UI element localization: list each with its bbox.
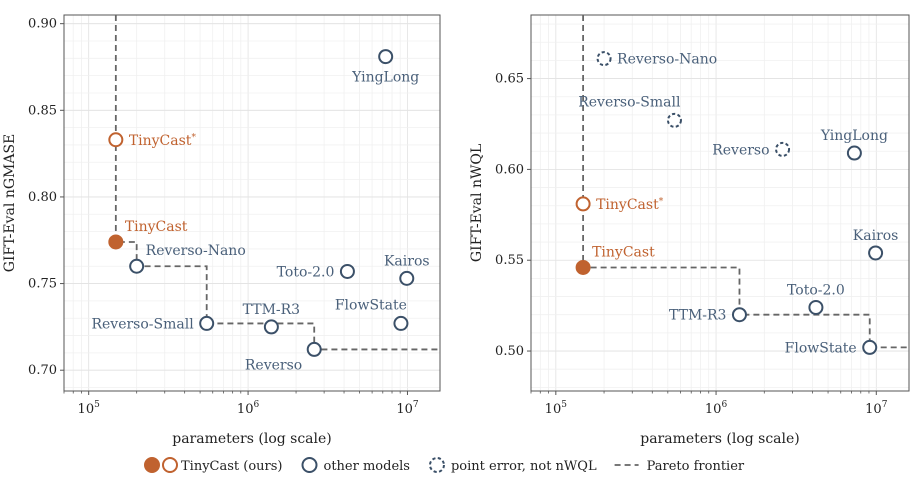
label-tinycast: TinyCast* (129, 133, 197, 149)
label-yinglong: YingLong (820, 128, 888, 144)
point-tinycast (575, 196, 591, 212)
point-toto-2-0 (808, 299, 824, 315)
legend-label-pareto-frontier: Pareto frontier (647, 459, 745, 474)
x-tick-label: 106 (705, 400, 728, 417)
point-yinglong (378, 49, 394, 65)
label-flowstate: FlowState (785, 340, 857, 356)
nwql-chart: 0.50 0.55 0.60 0.65 105 106 107 parameters (log… (469, 14, 910, 447)
axes-frame (63, 14, 441, 392)
legend-label-tinycast-ours: TinyCast (ours) (181, 459, 283, 474)
grid (530, 15, 909, 391)
label-reverso-small: Reverso-Small (91, 316, 194, 332)
label-reverso-nano: Reverso-Nano (617, 52, 717, 68)
y-tick-label: 0.55 (495, 253, 524, 268)
x-tick-label: 107 (396, 400, 419, 417)
y-axis-label: GIFT-Eval nWQL (469, 144, 485, 262)
x-tick-label: 107 (865, 400, 888, 417)
y-axis-label: GIFT-Eval nGMASE (2, 134, 18, 273)
y-tick-label: 0.70 (28, 363, 57, 378)
label-reverso-nano: Reverso-Nano (146, 243, 246, 259)
point-reverso (775, 141, 791, 157)
point-flowstate (862, 339, 878, 355)
y-tick-label: 0.50 (495, 344, 524, 359)
label-toto-2-0: Toto-2.0 (277, 264, 335, 280)
label-ttm-r3: TTM-R3 (669, 308, 726, 324)
point-reverso-small (199, 315, 215, 331)
point-tinycast (575, 259, 591, 275)
x-tick-label: 105 (545, 400, 568, 417)
legend-label-other-models: other models (324, 459, 410, 474)
point-kairos (868, 245, 884, 261)
x-tick-label: 106 (237, 400, 260, 417)
point-flowstate (393, 315, 409, 331)
point-tinycast (108, 234, 124, 250)
legend-swatch-dashed (428, 457, 445, 473)
legend-swatch-ours-filled (144, 457, 160, 473)
label-kairos: Kairos (853, 228, 899, 244)
label-reverso: Reverso (245, 357, 302, 373)
x-tick-label: 105 (78, 400, 101, 417)
label-flowstate: FlowState (335, 297, 407, 313)
label-kairos: Kairos (384, 253, 430, 269)
axes-frame (530, 14, 910, 392)
y-tick-label: 0.90 (28, 17, 57, 32)
y-tick-label: 0.60 (495, 162, 524, 177)
legend-swatch-other (301, 457, 318, 473)
legend-swatch-ours-hollow (162, 457, 178, 473)
label-tinycast: TinyCast* (596, 197, 664, 213)
legend: TinyCast (ours) other models point error, … (144, 457, 745, 474)
point-reverso-small (666, 112, 682, 128)
label-toto-2-0: Toto-2.0 (787, 282, 845, 298)
label-tinycast: TinyCast (592, 244, 655, 260)
label-yinglong: YingLong (351, 70, 419, 86)
legend-label-point-error-not-nwql: point error, not nWQL (451, 459, 597, 474)
label-ttm-r3: TTM-R3 (243, 302, 300, 318)
ngmase-chart: 0.70 0.75 0.80 0.85 0.90 105 106 107 parameters … (2, 14, 441, 447)
point-tinycast (108, 132, 124, 148)
point-toto-2-0 (339, 263, 355, 279)
grid (63, 15, 440, 391)
x-axis-label: parameters (log scale) (172, 431, 332, 447)
y-tick-label: 0.65 (495, 72, 524, 87)
label-tinycast: TinyCast (125, 219, 188, 235)
point-ttm-r3 (263, 319, 279, 335)
y-tick-label: 0.80 (28, 190, 57, 205)
label-reverso-small: Reverso-Small (578, 94, 681, 110)
point-ttm-r3 (731, 307, 747, 323)
x-axis-label: parameters (log scale) (640, 431, 800, 447)
point-kairos (399, 270, 415, 286)
label-reverso: Reverso (712, 142, 769, 158)
point-reverso-nano (596, 51, 612, 67)
y-tick-label: 0.75 (28, 277, 57, 292)
point-yinglong (846, 145, 862, 161)
y-tick-label: 0.85 (28, 103, 57, 118)
point-reverso (306, 341, 322, 357)
point-reverso-nano (129, 258, 145, 274)
